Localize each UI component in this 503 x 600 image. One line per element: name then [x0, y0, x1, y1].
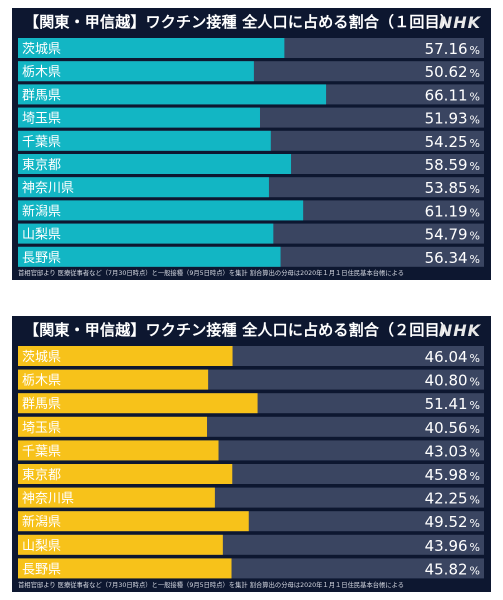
bar — [18, 246, 281, 267]
chart-title: 【関東・甲信越】ワクチン接種 全人口に占める割合（１回目） — [24, 13, 456, 31]
value-label: 51.41% — [425, 395, 480, 413]
category-label: 山梨県 — [22, 228, 61, 243]
value-label: 40.80% — [425, 372, 480, 390]
bar — [18, 416, 208, 437]
value-label: 45.98% — [425, 466, 480, 484]
bar-chart: 茨城県 57.16 % 栃木県 50.62 % 群馬県 66.11 % 埼玉県 51.93 % 千葉県 5… — [18, 38, 484, 267]
bar-row: 東京都 45.98% — [18, 464, 484, 484]
bar — [18, 177, 269, 198]
bar — [18, 511, 249, 532]
value-label: 54.25% — [425, 133, 480, 151]
nhk-logo: NHK — [438, 321, 481, 340]
category-label: 東京都 — [22, 467, 61, 483]
chart-panel-first-dose: 【関東・甲信越】ワクチン接種 全人口に占める割合（１回目） NHK 茨城県 57.… — [12, 8, 491, 280]
bar-row: 山梨県 54.79% — [18, 223, 484, 244]
bar — [18, 130, 271, 151]
value-label: 61.19% — [425, 202, 480, 220]
bar-row: 埼玉県 51.93% — [18, 107, 484, 128]
bar — [18, 534, 223, 555]
value-label: 66.11% — [425, 86, 480, 104]
category-label: 千葉県 — [22, 444, 61, 459]
category-label: 山梨県 — [22, 539, 61, 554]
bar-row: 群馬県 66.11% — [18, 84, 484, 105]
source-note: 首相官邸より 医療従事者など（7月30日時点）と一般接種（9月5日時点）を集計 … — [18, 582, 405, 589]
value-label: 53.85% — [425, 179, 480, 197]
category-label: 栃木県 — [22, 65, 61, 80]
category-label: 茨城県 — [22, 42, 61, 57]
value-label: 43.96% — [425, 537, 480, 555]
category-label: 埼玉県 — [22, 421, 61, 436]
chart-panel-second-dose: 【関東・甲信越】ワクチン接種 全人口に占める割合（２回目） NHK 茨城県 46.… — [12, 316, 491, 592]
value-label: 58.59% — [425, 156, 480, 174]
source-note: 首相官邸より 医療従事者など（7月30日時点）と一般接種（9月5日時点）を集計 … — [18, 270, 405, 277]
category-label: 埼玉県 — [22, 112, 61, 127]
bar-chart: 茨城県 46.04 % 栃木県 40.80 % 群馬県 51.41 % 埼玉県 40.56 % 千葉県 4… — [18, 346, 484, 579]
category-label: 栃木県 — [22, 374, 61, 389]
category-label: 茨城県 — [22, 350, 61, 365]
chart-title: 【関東・甲信越】ワクチン接種 全人口に占める割合（２回目） — [24, 321, 456, 339]
bar — [18, 487, 215, 508]
bar — [18, 369, 209, 390]
bar-row: 山梨県 43.96% — [18, 534, 484, 555]
value-label: 50.62% — [425, 63, 480, 81]
category-label: 新潟県 — [22, 203, 61, 219]
category-label: 長野県 — [22, 251, 61, 266]
category-label: 神奈川県 — [22, 181, 74, 196]
value-label: 49.52% — [425, 513, 480, 531]
category-label: 神奈川県 — [22, 492, 74, 507]
category-label: 新潟県 — [22, 514, 61, 530]
bar — [18, 200, 304, 221]
value-label: 46.04% — [425, 348, 480, 366]
bar-row: 千葉県 54.25% — [18, 130, 484, 151]
value-label: 57.16% — [425, 40, 480, 58]
bar — [18, 154, 292, 174]
category-label: 群馬県 — [22, 88, 61, 103]
category-label: 群馬県 — [22, 397, 61, 412]
category-label: 千葉県 — [22, 135, 61, 150]
value-label: 54.79% — [425, 226, 480, 244]
bar — [18, 61, 254, 82]
bar-row: 千葉県 43.03% — [18, 440, 484, 461]
bar — [18, 346, 233, 366]
bar-row: 茨城県 46.04% — [18, 346, 484, 366]
category-label: 長野県 — [22, 562, 61, 577]
bar — [18, 107, 260, 128]
bar-row: 新潟県 61.19% — [18, 200, 484, 221]
value-label: 40.56% — [425, 419, 480, 437]
bar-row: 茨城県 57.16% — [18, 38, 484, 58]
bar — [18, 393, 258, 414]
bar-row: 東京都 58.59% — [18, 154, 484, 174]
bar-row: 栃木県 50.62% — [18, 61, 484, 82]
bar — [18, 84, 327, 105]
bar-row: 神奈川県 42.25% — [18, 487, 484, 508]
value-label: 42.25% — [425, 490, 480, 508]
bar-row: 神奈川県 53.85% — [18, 177, 484, 198]
value-label: 51.93% — [425, 110, 480, 128]
bar — [18, 464, 233, 484]
bar-row: 長野県 45.82% — [18, 558, 484, 579]
bar — [18, 440, 219, 461]
category-label: 東京都 — [22, 157, 61, 173]
bar — [18, 558, 232, 579]
bar-row: 埼玉県 40.56% — [18, 416, 484, 437]
bar-row: 新潟県 49.52% — [18, 511, 484, 532]
bar-row: 群馬県 51.41% — [18, 393, 484, 414]
bar-row: 長野県 56.34% — [18, 246, 484, 267]
value-label: 56.34% — [425, 249, 480, 267]
bar-row: 栃木県 40.80% — [18, 369, 484, 390]
value-label: 43.03% — [425, 442, 480, 460]
value-label: 45.82% — [425, 560, 480, 578]
bar — [18, 223, 274, 244]
bar — [18, 38, 285, 58]
nhk-logo: NHK — [438, 13, 481, 32]
